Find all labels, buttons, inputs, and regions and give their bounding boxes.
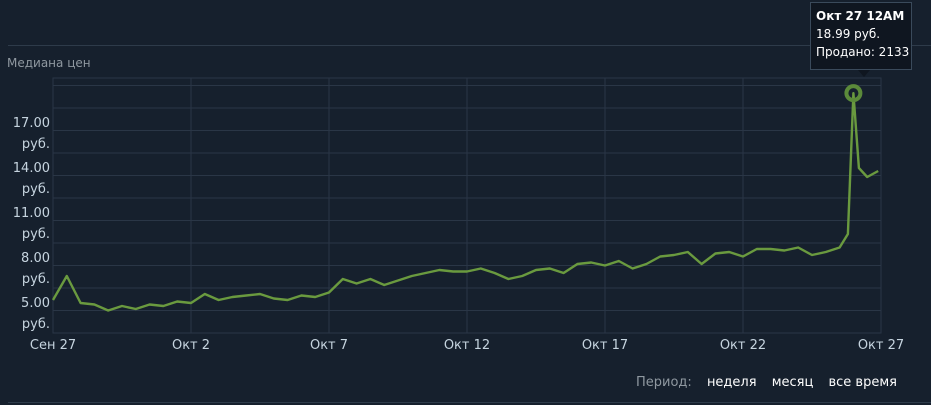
y-tick-unit: руб. [22, 182, 50, 197]
chart-grid [52, 77, 882, 334]
y-tick-label: 8.00 руб. [21, 251, 50, 287]
tooltip-arrow [858, 70, 870, 77]
x-tick-label: Окт 12 [444, 338, 490, 353]
x-tick-label: Окт 2 [172, 338, 210, 353]
y-tick-value: 11.00 [13, 206, 50, 221]
bottom-divider [8, 402, 931, 403]
x-tick-label: Сен 27 [30, 338, 76, 353]
x-tick-label: Окт 17 [582, 338, 628, 353]
x-axis: Сен 27 Окт 2 Окт 7 Окт 12 Окт 17 Окт 22 Окт 27 [30, 338, 904, 353]
x-tick-label: Окт 27 [858, 338, 904, 353]
y-tick-value: 14.00 [13, 161, 50, 176]
period-label: Период: [636, 375, 692, 390]
y-tick-label: 5.00 руб. [21, 296, 50, 332]
y-tick-unit: руб. [22, 227, 50, 242]
x-tick-label: Окт 7 [310, 338, 348, 353]
top-divider [8, 45, 931, 46]
y-tick-value: 5.00 [21, 296, 50, 311]
highlight-point[interactable] [844, 84, 863, 103]
y-tick-label: 14.00 руб. [13, 161, 50, 197]
y-tick-value: 8.00 [21, 251, 50, 266]
y-tick-unit: руб. [22, 317, 50, 332]
y-axis: 17.00 руб. 14.00 руб. 11.00 руб. 8.00 руб. 5.00 р… [13, 116, 50, 332]
y-tick-label: 17.00 руб. [13, 116, 50, 152]
period-month-button[interactable]: месяц [771, 375, 814, 390]
tooltip-date: Окт 27 12AM [816, 9, 905, 23]
x-tick-label: Окт 22 [720, 338, 766, 353]
period-week-button[interactable]: неделя [706, 375, 757, 390]
period-all-time-button[interactable]: все время [828, 375, 897, 390]
y-tick-label: 11.00 руб. [13, 206, 50, 242]
price-tooltip: Окт 27 12AM 18.99 руб. Продано: 2133 [810, 2, 912, 70]
y-tick-unit: руб. [22, 272, 50, 287]
price-chart[interactable]: 17.00 руб. 14.00 руб. 11.00 руб. 8.00 руб. 5.00 р… [0, 0, 931, 370]
tooltip-price: 18.99 руб. [816, 27, 881, 41]
y-tick-unit: руб. [22, 137, 50, 152]
price-line [51, 92, 879, 312]
y-axis-title: Медиана цен [7, 56, 91, 70]
y-tick-value: 17.00 [13, 116, 50, 131]
tooltip-sold: Продано: 2133 [816, 45, 910, 59]
period-selector: Период: неделя месяц все время [636, 375, 897, 390]
